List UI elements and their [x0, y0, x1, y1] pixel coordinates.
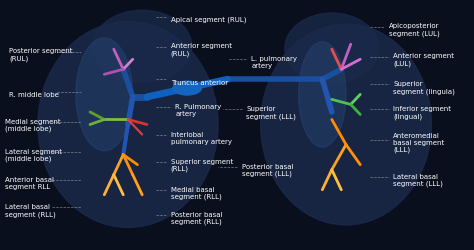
Ellipse shape [76, 39, 133, 151]
Text: Interlobal
pulmonary artery: Interlobal pulmonary artery [171, 131, 232, 144]
Text: R. Pulmonary
artery: R. Pulmonary artery [175, 104, 222, 117]
Ellipse shape [173, 82, 201, 96]
Text: Truncus anterior: Truncus anterior [171, 80, 228, 86]
Text: Posterior segment
(RUL): Posterior segment (RUL) [9, 48, 73, 62]
Text: Medial basal
segment (RLL): Medial basal segment (RLL) [171, 186, 221, 199]
Text: R. middle lobe: R. middle lobe [9, 92, 59, 98]
Text: L. pulmonary
artery: L. pulmonary artery [251, 56, 297, 69]
Text: Superior
segment (LLL): Superior segment (LLL) [246, 106, 296, 119]
Text: Anteromedial
basal segment
(LLL): Anteromedial basal segment (LLL) [393, 132, 445, 153]
Text: Lateral segment
(middle lobe): Lateral segment (middle lobe) [5, 148, 62, 162]
Text: Superior
segment (lingula): Superior segment (lingula) [393, 81, 456, 94]
Text: Lateral basal
segment (LLL): Lateral basal segment (LLL) [393, 173, 443, 187]
Text: Anterior segment
(RUL): Anterior segment (RUL) [171, 43, 232, 57]
Ellipse shape [38, 22, 218, 228]
Text: Posterior basal
segment (RLL): Posterior basal segment (RLL) [171, 211, 222, 224]
Text: Apicoposterior
segment (LUL): Apicoposterior segment (LUL) [389, 23, 439, 37]
Text: Lateral basal
segment (RLL): Lateral basal segment (RLL) [5, 203, 55, 217]
Text: Superior segment
(RLL): Superior segment (RLL) [171, 158, 233, 172]
Ellipse shape [299, 42, 346, 148]
Text: Anterior segment
(LUL): Anterior segment (LUL) [393, 53, 455, 67]
Text: Anterior basal
segment RLL: Anterior basal segment RLL [5, 176, 54, 189]
Text: Medial segment
(middle lobe): Medial segment (middle lobe) [5, 118, 60, 132]
Text: Apical segment (RUL): Apical segment (RUL) [171, 17, 246, 23]
Ellipse shape [285, 14, 379, 84]
Text: Inferior segment
(lingual): Inferior segment (lingual) [393, 106, 451, 119]
Ellipse shape [261, 25, 431, 225]
Text: Posterior basal
segment (LLL): Posterior basal segment (LLL) [242, 163, 293, 177]
Ellipse shape [93, 11, 191, 83]
